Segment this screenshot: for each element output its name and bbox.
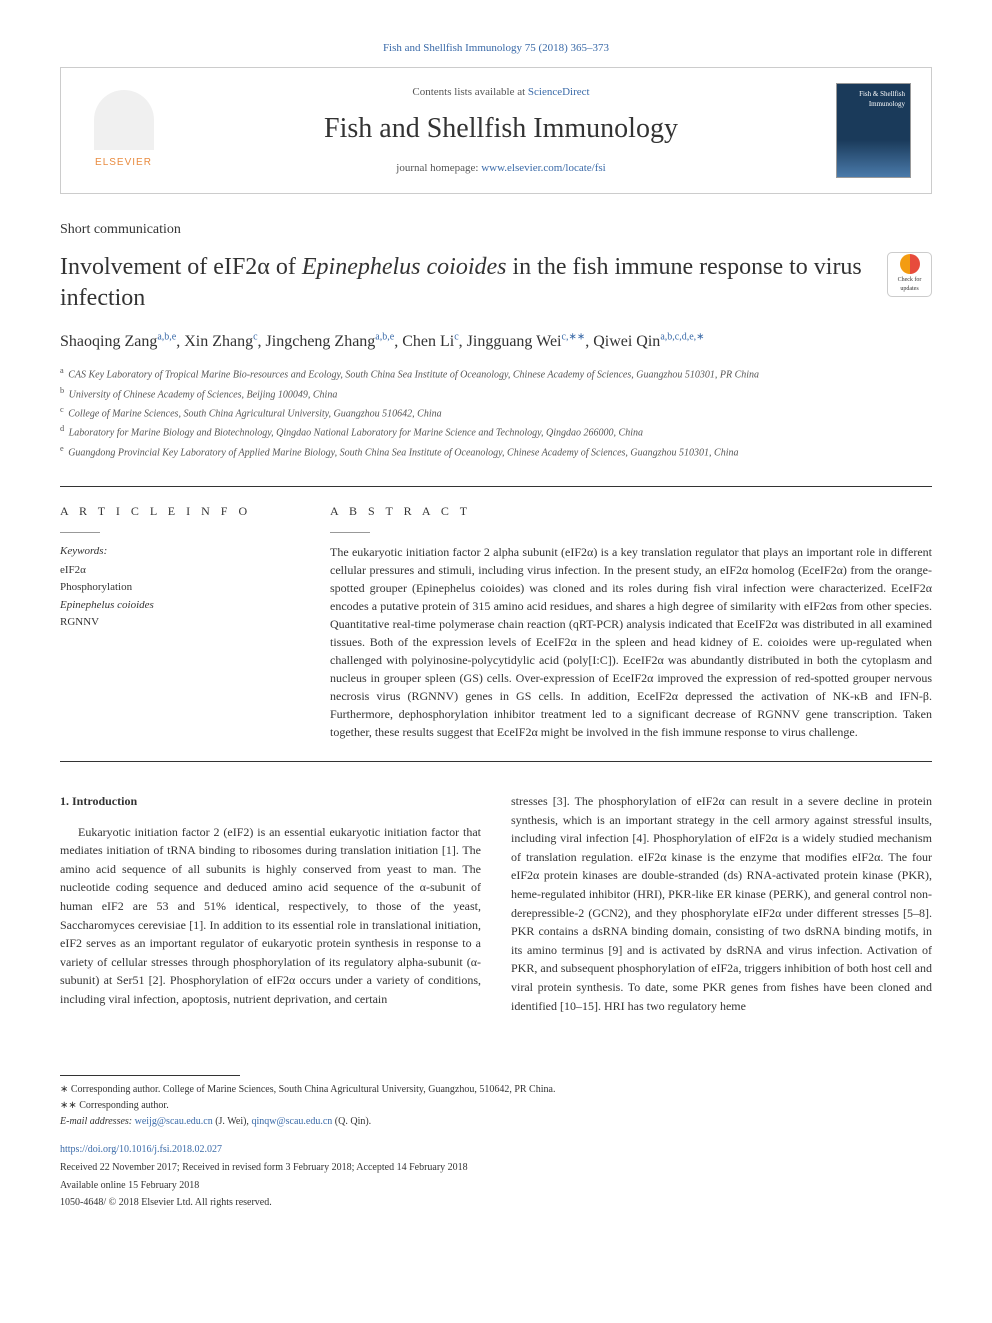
- divider-top: [60, 486, 932, 487]
- abstract-text: The eukaryotic initiation factor 2 alpha…: [330, 543, 932, 741]
- homepage-line: journal homepage: www.elsevier.com/locat…: [166, 160, 836, 177]
- elsevier-tree-icon: [94, 90, 154, 150]
- email-line: E-mail addresses: weijg@scau.edu.cn (J. …: [60, 1114, 932, 1130]
- author: Chen Li: [402, 333, 454, 350]
- body-column-right: stresses [3]. The phosphorylation of eIF…: [511, 792, 932, 1015]
- author: Qiwei Qin: [593, 333, 660, 350]
- received-dates: Received 22 November 2017; Received in r…: [60, 1160, 932, 1175]
- sciencedirect-link[interactable]: ScienceDirect: [528, 86, 590, 98]
- author: Xin Zhang: [184, 333, 253, 350]
- cover-text: Fish & Shellfish Immunology: [837, 84, 910, 115]
- footer: ∗ Corresponding author. College of Marin…: [60, 1075, 932, 1210]
- title-species: Epinephelus coioides: [302, 254, 507, 280]
- homepage-link[interactable]: www.elsevier.com/locate/fsi: [481, 162, 606, 174]
- affiliation: a CAS Key Laboratory of Tropical Marine …: [60, 364, 932, 383]
- abstract-heading: A B S T R A C T: [330, 502, 932, 520]
- article-info-column: A R T I C L E I N F O Keywords: eIF2αPho…: [60, 502, 290, 741]
- author: Jingcheng Zhang: [266, 333, 376, 350]
- elsevier-logo: ELSEVIER: [81, 83, 166, 178]
- keywords-list: eIF2αPhosphorylationEpinephelus coioides…: [60, 562, 290, 632]
- keyword: Epinephelus coioides: [60, 597, 290, 615]
- intro-paragraph-1: Eukaryotic initiation factor 2 (eIF2) is…: [60, 823, 481, 1009]
- intro-heading: 1. Introduction: [60, 792, 481, 811]
- journal-cover-thumbnail: Fish & Shellfish Immunology: [836, 83, 911, 178]
- email-name-2: (Q. Qin).: [332, 1116, 371, 1127]
- homepage-prefix: journal homepage:: [396, 162, 481, 174]
- affiliation: c College of Marine Sciences, South Chin…: [60, 403, 932, 422]
- keywords-label: Keywords:: [60, 543, 290, 560]
- contents-line: Contents lists available at ScienceDirec…: [166, 84, 836, 101]
- author-sup: a,b,e: [157, 332, 176, 343]
- corresponding-2: ∗∗ Corresponding author.: [60, 1098, 932, 1114]
- copyright: 1050-4648/ © 2018 Elsevier Ltd. All righ…: [60, 1195, 932, 1210]
- journal-header-box: ELSEVIER Contents lists available at Sci…: [60, 67, 932, 194]
- elsevier-text: ELSEVIER: [95, 155, 152, 170]
- keyword: RGNNV: [60, 614, 290, 632]
- citation-header: Fish and Shellfish Immunology 75 (2018) …: [60, 40, 932, 57]
- doi-link[interactable]: https://doi.org/10.1016/j.fsi.2018.02.02…: [60, 1144, 222, 1155]
- author-sup: a,b,e: [375, 332, 394, 343]
- corresponding-1: ∗ Corresponding author. College of Marin…: [60, 1082, 932, 1098]
- keyword: eIF2α: [60, 562, 290, 580]
- article-info-heading: A R T I C L E I N F O: [60, 502, 290, 520]
- divider-bottom: [60, 761, 932, 762]
- author: Shaoqing Zang: [60, 333, 157, 350]
- email-label: E-mail addresses:: [60, 1116, 135, 1127]
- contents-prefix: Contents lists available at: [412, 86, 527, 98]
- email-link-2[interactable]: qinqw@scau.edu.cn: [251, 1116, 332, 1127]
- author: Jingguang Wei: [467, 333, 562, 350]
- footer-divider: [60, 1075, 240, 1076]
- check-updates-badge[interactable]: Check for updates: [887, 252, 932, 297]
- info-divider: [60, 532, 100, 533]
- check-updates-icon: [900, 254, 920, 274]
- intro-paragraph-2: stresses [3]. The phosphorylation of eIF…: [511, 792, 932, 1015]
- title-pre: Involvement of eIF2α of: [60, 254, 302, 280]
- article-title: Involvement of eIF2α of Epinephelus coio…: [60, 252, 872, 314]
- journal-name: Fish and Shellfish Immunology: [166, 108, 836, 150]
- affiliation: d Laboratory for Marine Biology and Biot…: [60, 422, 932, 441]
- email-name-1: (J. Wei),: [213, 1116, 252, 1127]
- abstract-column: A B S T R A C T The eukaryotic initiatio…: [330, 502, 932, 741]
- keyword: Phosphorylation: [60, 579, 290, 597]
- author-sup: c,∗∗: [562, 332, 586, 343]
- author-sup: a,b,c,d,e,∗: [660, 332, 704, 343]
- affiliations-list: a CAS Key Laboratory of Tropical Marine …: [60, 364, 932, 461]
- authors-list: Shaoqing Zanga,b,e, Xin Zhangc, Jingchen…: [60, 329, 932, 355]
- available-online: Available online 15 February 2018: [60, 1178, 932, 1193]
- email-link-1[interactable]: weijg@scau.edu.cn: [135, 1116, 213, 1127]
- affiliation: e Guangdong Provincial Key Laboratory of…: [60, 442, 932, 461]
- affiliation: b University of Chinese Academy of Scien…: [60, 384, 932, 403]
- check-updates-label: Check for updates: [888, 276, 931, 294]
- author-sup: c: [253, 332, 257, 343]
- author-sup: c: [454, 332, 458, 343]
- abstract-divider: [330, 532, 370, 533]
- body-column-left: 1. Introduction Eukaryotic initiation fa…: [60, 792, 481, 1015]
- article-type: Short communication: [60, 219, 932, 240]
